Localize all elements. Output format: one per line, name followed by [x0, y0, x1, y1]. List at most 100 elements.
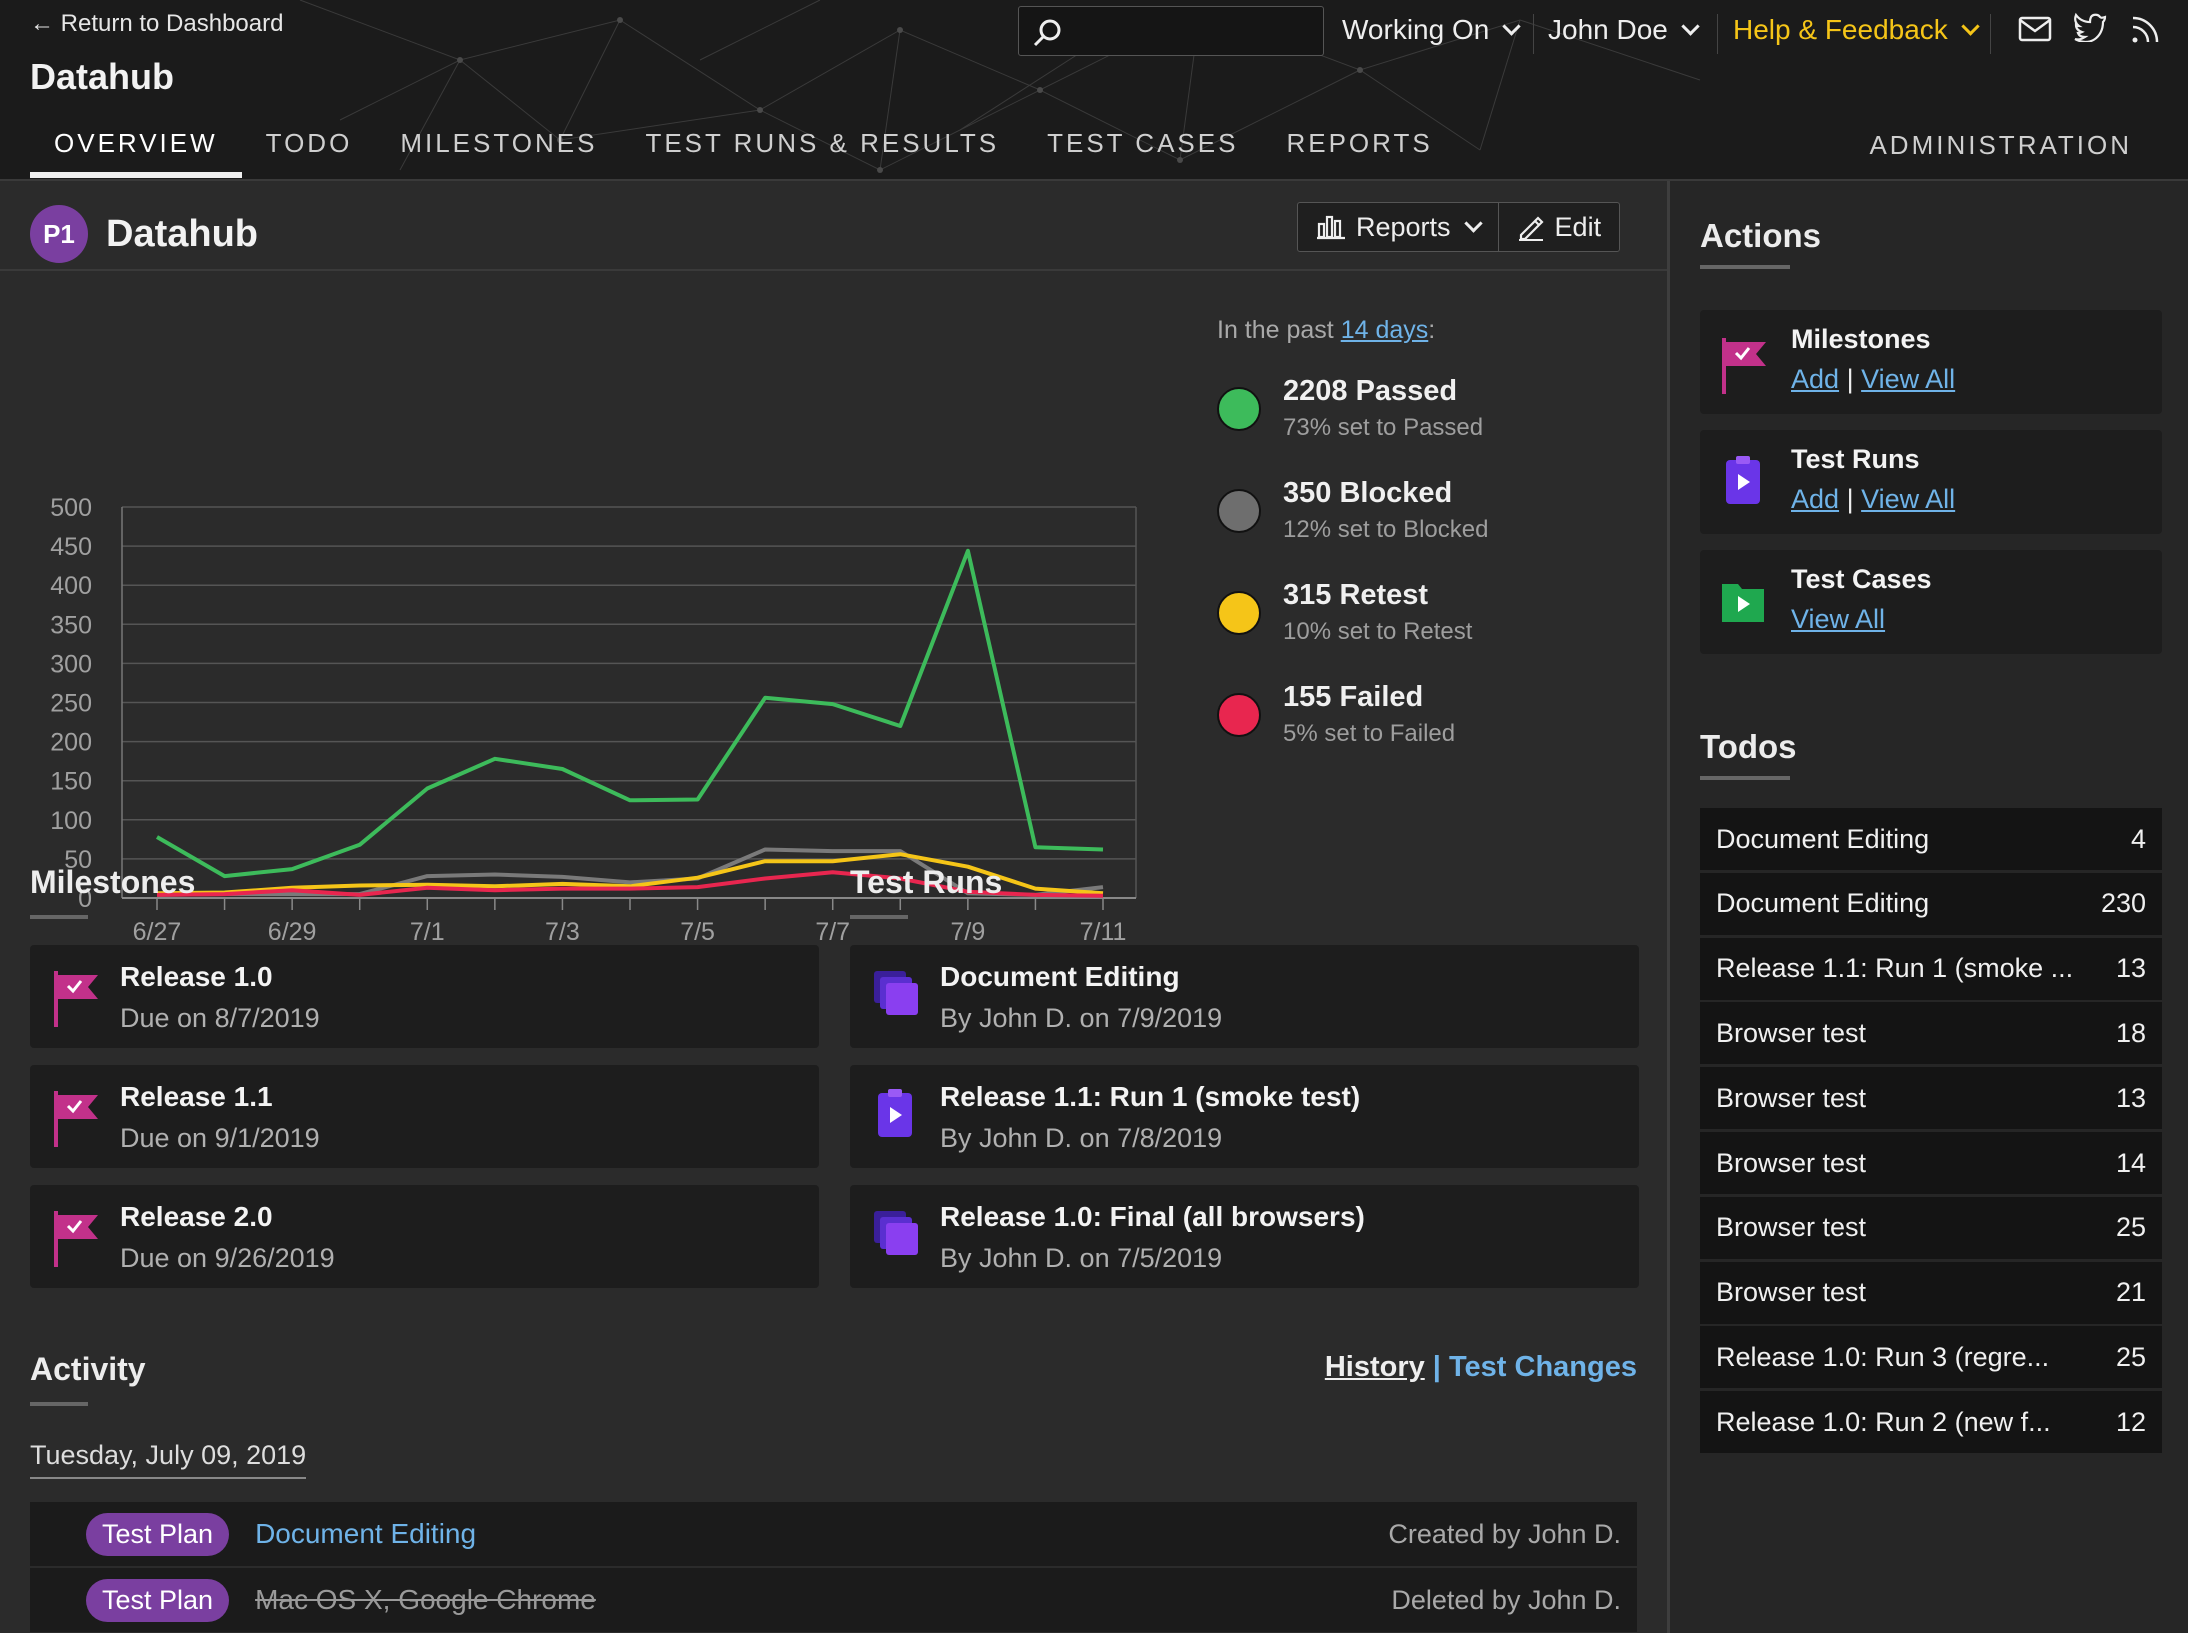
- tab-test-runs-results[interactable]: TEST RUNS & RESULTS: [645, 128, 1000, 158]
- arrow-left-icon: ←: [30, 10, 54, 37]
- todo-name: Release 1.0: Run 3 (regre...: [1716, 1341, 2050, 1372]
- period-text: In the past 14 days:: [1217, 316, 1488, 345]
- legend-title: 350 Blocked: [1283, 477, 1453, 509]
- todo-item[interactable]: Browser test 21: [1700, 1261, 2162, 1324]
- y-tick-label: 250: [50, 690, 92, 718]
- legend-title: 2208 Passed: [1283, 375, 1458, 407]
- milestone-card[interactable]: Release 1.0 Due on 8/7/2019: [30, 945, 819, 1048]
- todo-item[interactable]: Document Editing 4: [1700, 808, 2162, 870]
- activity-author: Created by John D.: [1388, 1518, 1621, 1549]
- todo-item[interactable]: Browser test 14: [1700, 1132, 2162, 1194]
- test-run-meta: By John D. on 7/8/2019: [940, 1123, 1223, 1153]
- rss-icon[interactable]: [2130, 14, 2160, 44]
- history-link[interactable]: History: [1324, 1351, 1425, 1383]
- todo-name: Document Editing: [1716, 823, 1930, 854]
- mail-icon[interactable]: [2018, 16, 2052, 42]
- milestone-name[interactable]: Release 2.0: [120, 1201, 273, 1232]
- main-content: P1 Datahub Reports Edit 0 50 100 150 200 250 3…: [0, 181, 1667, 1633]
- page-title: P1 Datahub: [30, 205, 258, 263]
- tab-overview[interactable]: OVERVIEW: [30, 128, 242, 178]
- todo-item[interactable]: Browser test 13: [1700, 1067, 2162, 1130]
- milestone-flag-icon: [54, 1091, 98, 1147]
- todo-name: Browser test: [1716, 1277, 1867, 1308]
- x-tick-label: 7/3: [545, 918, 580, 946]
- reports-dropdown-button[interactable]: Reports: [1298, 203, 1498, 251]
- todo-count: 21: [2115, 1277, 2146, 1308]
- twitter-icon[interactable]: [2073, 12, 2107, 42]
- test-changes-link[interactable]: Test Changes: [1448, 1351, 1637, 1383]
- todo-name: Release 1.0: Run 2 (new f...: [1716, 1406, 2051, 1437]
- status-dot-passed: [1217, 387, 1261, 431]
- tab-reports[interactable]: REPORTS: [1286, 128, 1433, 158]
- view-all-test-runs-link[interactable]: View All: [1861, 484, 1956, 514]
- action-links: Add | View All: [1791, 364, 1955, 395]
- tab-test-cases[interactable]: TEST CASES: [1047, 128, 1239, 158]
- back-to-dashboard-link[interactable]: ← Return to Dashboard: [30, 10, 283, 38]
- todo-name: Browser test: [1716, 1212, 1867, 1243]
- todo-count: 14: [2115, 1147, 2146, 1178]
- divider: [1533, 14, 1534, 54]
- x-tick-label: 7/11: [1080, 918, 1127, 946]
- todo-item[interactable]: Release 1.1: Run 1 (smoke ... 13: [1700, 937, 2162, 1000]
- legend-retest: 315 Retest 10% set to Retest: [1217, 579, 1488, 681]
- milestone-flag-icon: [1722, 338, 1766, 394]
- activity-date: Tuesday, July 09, 2019: [30, 1440, 307, 1479]
- milestone-name[interactable]: Release 1.0: [120, 961, 273, 992]
- test-runs-heading: Test Runs: [850, 864, 1002, 919]
- x-tick-label: 7/9: [950, 918, 985, 946]
- milestone-card[interactable]: Release 1.1 Due on 9/1/2019: [30, 1065, 819, 1168]
- x-tick-label: 7/5: [680, 918, 715, 946]
- separator: |: [1846, 364, 1854, 394]
- edit-button[interactable]: Edit: [1497, 203, 1620, 251]
- test-run-name[interactable]: Document Editing: [940, 961, 1180, 992]
- todo-item[interactable]: Browser test 18: [1700, 1002, 2162, 1065]
- status-dot-retest: [1217, 591, 1261, 635]
- activity-author: Deleted by John D.: [1391, 1584, 1621, 1615]
- period-link[interactable]: 14 days: [1340, 316, 1429, 344]
- todo-item[interactable]: Release 1.0: Run 3 (regre... 25: [1700, 1326, 2162, 1389]
- working-on-label: Working On: [1342, 14, 1490, 45]
- milestone-due: Due on 9/26/2019: [120, 1243, 335, 1273]
- search-input[interactable]: [1018, 6, 1324, 56]
- legend-title: 315 Retest: [1283, 579, 1429, 611]
- period-suffix: :: [1428, 316, 1436, 344]
- legend-failed: 155 Failed 5% set to Failed: [1217, 681, 1488, 783]
- tab-administration[interactable]: ADMINISTRATION: [1869, 130, 2132, 160]
- activity-link[interactable]: Document Editing: [255, 1518, 477, 1549]
- chart-legend: In the past 14 days: 2208 Passed 73% set …: [1217, 316, 1488, 783]
- project-title: Datahub: [106, 212, 258, 255]
- working-on-dropdown[interactable]: Working On: [1342, 14, 1522, 46]
- action-title: Milestones: [1791, 324, 1931, 354]
- user-dropdown[interactable]: John Doe: [1548, 14, 1700, 46]
- y-tick-label: 350: [50, 611, 92, 639]
- y-tick-label: 300: [50, 650, 92, 678]
- tab-todo[interactable]: TODO: [265, 128, 353, 158]
- separator: |: [1432, 1351, 1441, 1383]
- view-all-test-cases-link[interactable]: View All: [1791, 604, 1886, 634]
- test-run-card[interactable]: Release 1.0: Final (all browsers) By Joh…: [850, 1185, 1639, 1288]
- todo-name: Browser test: [1716, 1082, 1867, 1113]
- test-run-name[interactable]: Release 1.1: Run 1 (smoke test): [940, 1081, 1361, 1112]
- todo-count: 12: [2115, 1406, 2146, 1437]
- test-run-name[interactable]: Release 1.0: Final (all browsers): [940, 1201, 1365, 1232]
- x-tick-label: 6/27: [133, 918, 182, 946]
- search-icon: [1033, 19, 1061, 47]
- todo-item[interactable]: Document Editing 230: [1700, 872, 2162, 935]
- todo-item[interactable]: Browser test 25: [1700, 1196, 2162, 1259]
- add-test-run-link[interactable]: Add: [1791, 484, 1840, 514]
- bar-chart-icon: [1317, 215, 1345, 240]
- milestone-due: Due on 9/1/2019: [120, 1123, 320, 1153]
- todo-name: Browser test: [1716, 1147, 1867, 1178]
- add-milestone-link[interactable]: Add: [1791, 364, 1840, 394]
- tab-milestones[interactable]: MILESTONES: [400, 128, 598, 158]
- milestone-card[interactable]: Release 2.0 Due on 9/26/2019: [30, 1185, 819, 1288]
- test-run-card[interactable]: Release 1.1: Run 1 (smoke test) By John …: [850, 1065, 1639, 1168]
- legend-subtitle: 10% set to Retest: [1283, 618, 1473, 645]
- milestone-name[interactable]: Release 1.1: [120, 1081, 273, 1112]
- view-all-milestones-link[interactable]: View All: [1861, 364, 1956, 394]
- todo-item[interactable]: Release 1.0: Run 2 (new f... 12: [1700, 1391, 2162, 1454]
- x-tick-label: 7/1: [410, 918, 445, 946]
- y-tick-label: 150: [50, 768, 92, 796]
- help-feedback-dropdown[interactable]: Help & Feedback: [1733, 14, 1980, 46]
- test-run-card[interactable]: Document Editing By John D. on 7/9/2019: [850, 945, 1639, 1048]
